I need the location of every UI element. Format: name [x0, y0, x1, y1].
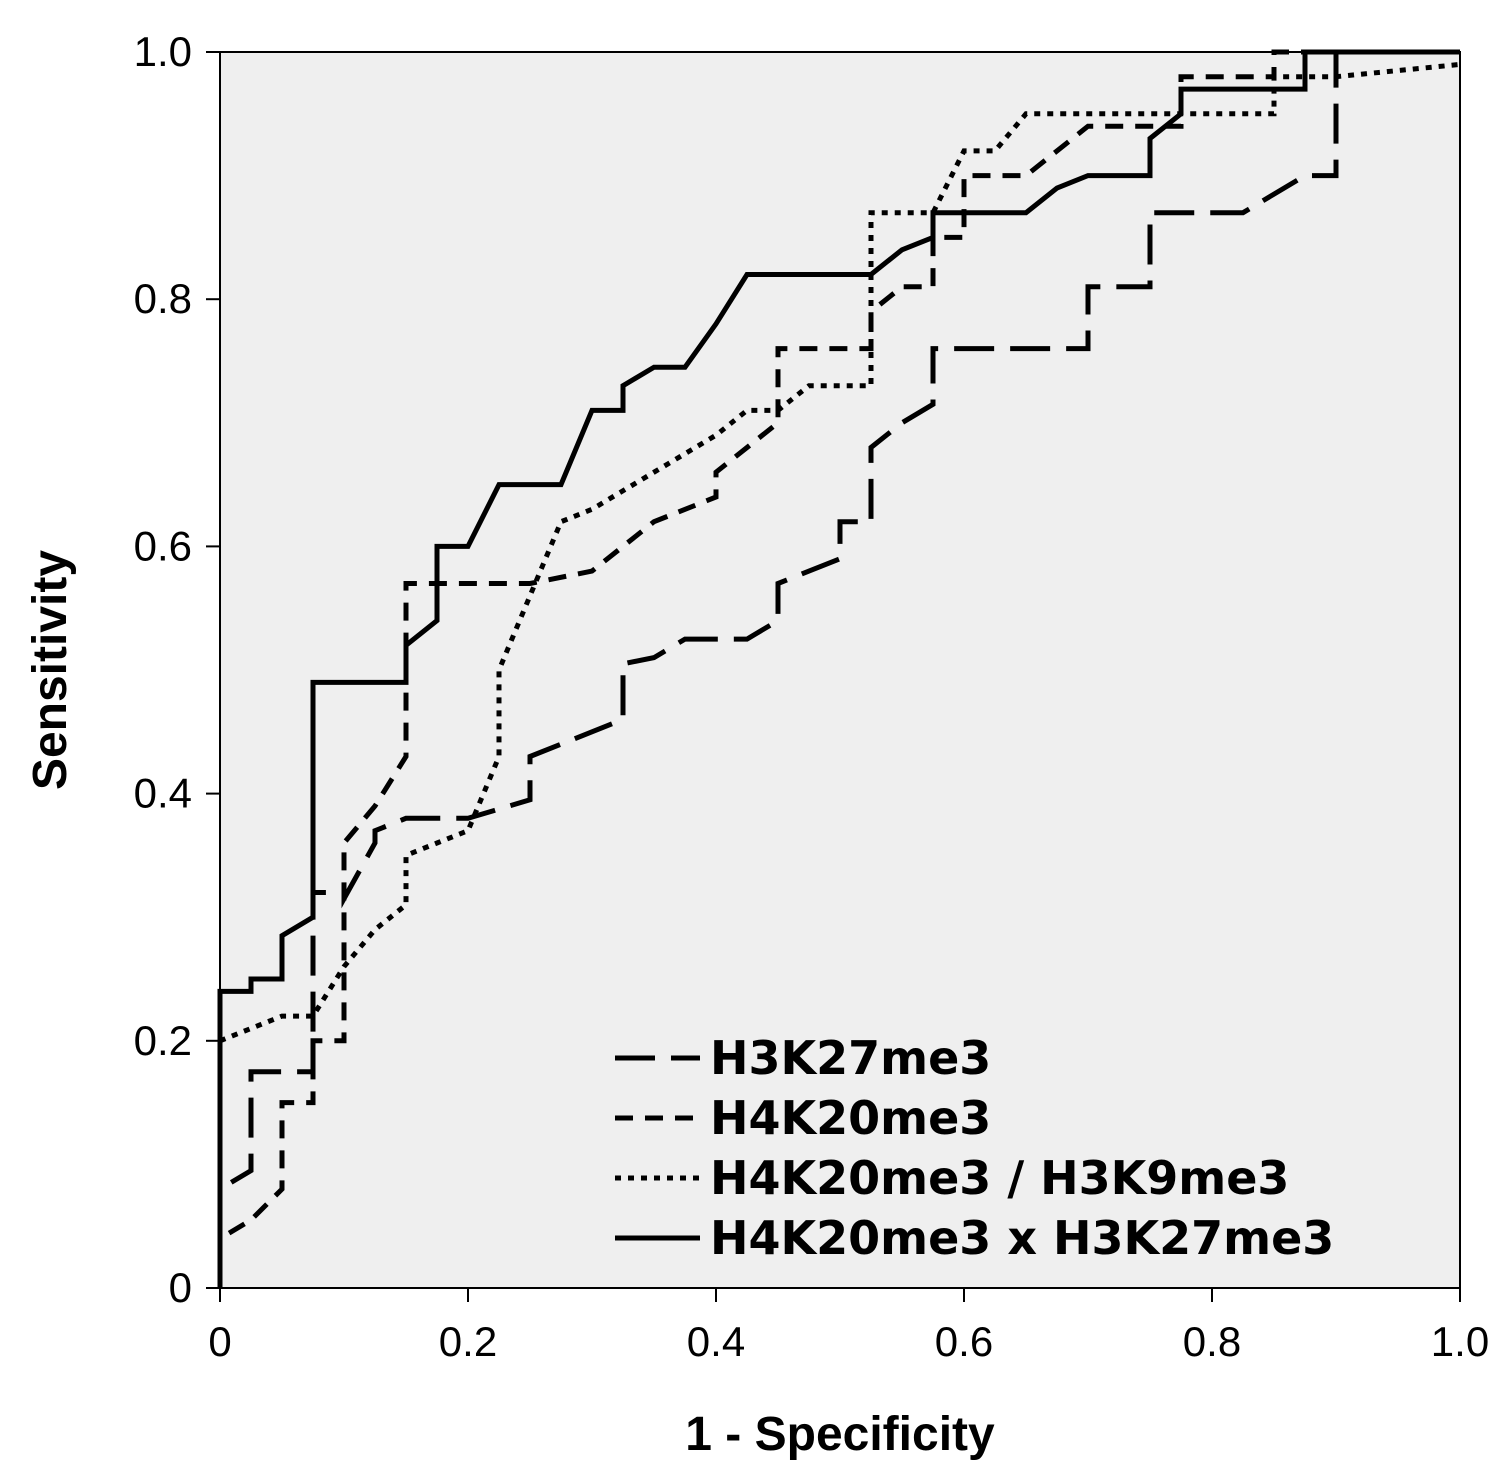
y-tick-label: 0.8 [134, 275, 192, 322]
legend-label-1: H4K20me3 [710, 1091, 991, 1145]
series-line-1 [217, 49, 1460, 1288]
y-axis-title: Sensitivity [24, 550, 77, 790]
legend-label-3: H4K20me3 x H3K27me3 [710, 1211, 1334, 1265]
legend-label-2: H4K20me3 / H3K9me3 [710, 1151, 1289, 1205]
series-line-0 [217, 49, 1460, 1288]
series-layer [217, 49, 1461, 1288]
y-tick-label: 0 [169, 1264, 192, 1311]
y-tick-label: 0.2 [134, 1017, 192, 1064]
plot-background [220, 52, 1460, 1288]
series-line-3 [217, 49, 1460, 1288]
x-axis-title: 1 - Specificity [685, 1408, 995, 1461]
legend: H3K27me3 H4K20me3 H4K20me3 / H3K9me3 H4K20m… [615, 1031, 1334, 1265]
x-tick-label: 0 [208, 1318, 231, 1365]
legend-label-0: H3K27me3 [710, 1031, 991, 1085]
x-tick-label: 0.2 [439, 1318, 497, 1365]
x-axis-ticks: 0 0.2 0.4 0.6 0.8 1.0 [208, 1288, 1489, 1365]
x-tick-label: 0.6 [935, 1318, 993, 1365]
y-tick-label: 0.6 [134, 522, 192, 569]
y-tick-label: 1.0 [134, 28, 192, 75]
y-axis-ticks: 0 0.2 0.4 0.6 0.8 1.0 [134, 28, 220, 1311]
series-line-2 [217, 61, 1461, 1288]
y-tick-label: 0.4 [134, 770, 192, 817]
x-tick-label: 0.4 [687, 1318, 745, 1365]
plot-frame [219, 51, 1461, 1289]
x-tick-label: 0.8 [1183, 1318, 1241, 1365]
x-tick-label: 1.0 [1431, 1318, 1489, 1365]
